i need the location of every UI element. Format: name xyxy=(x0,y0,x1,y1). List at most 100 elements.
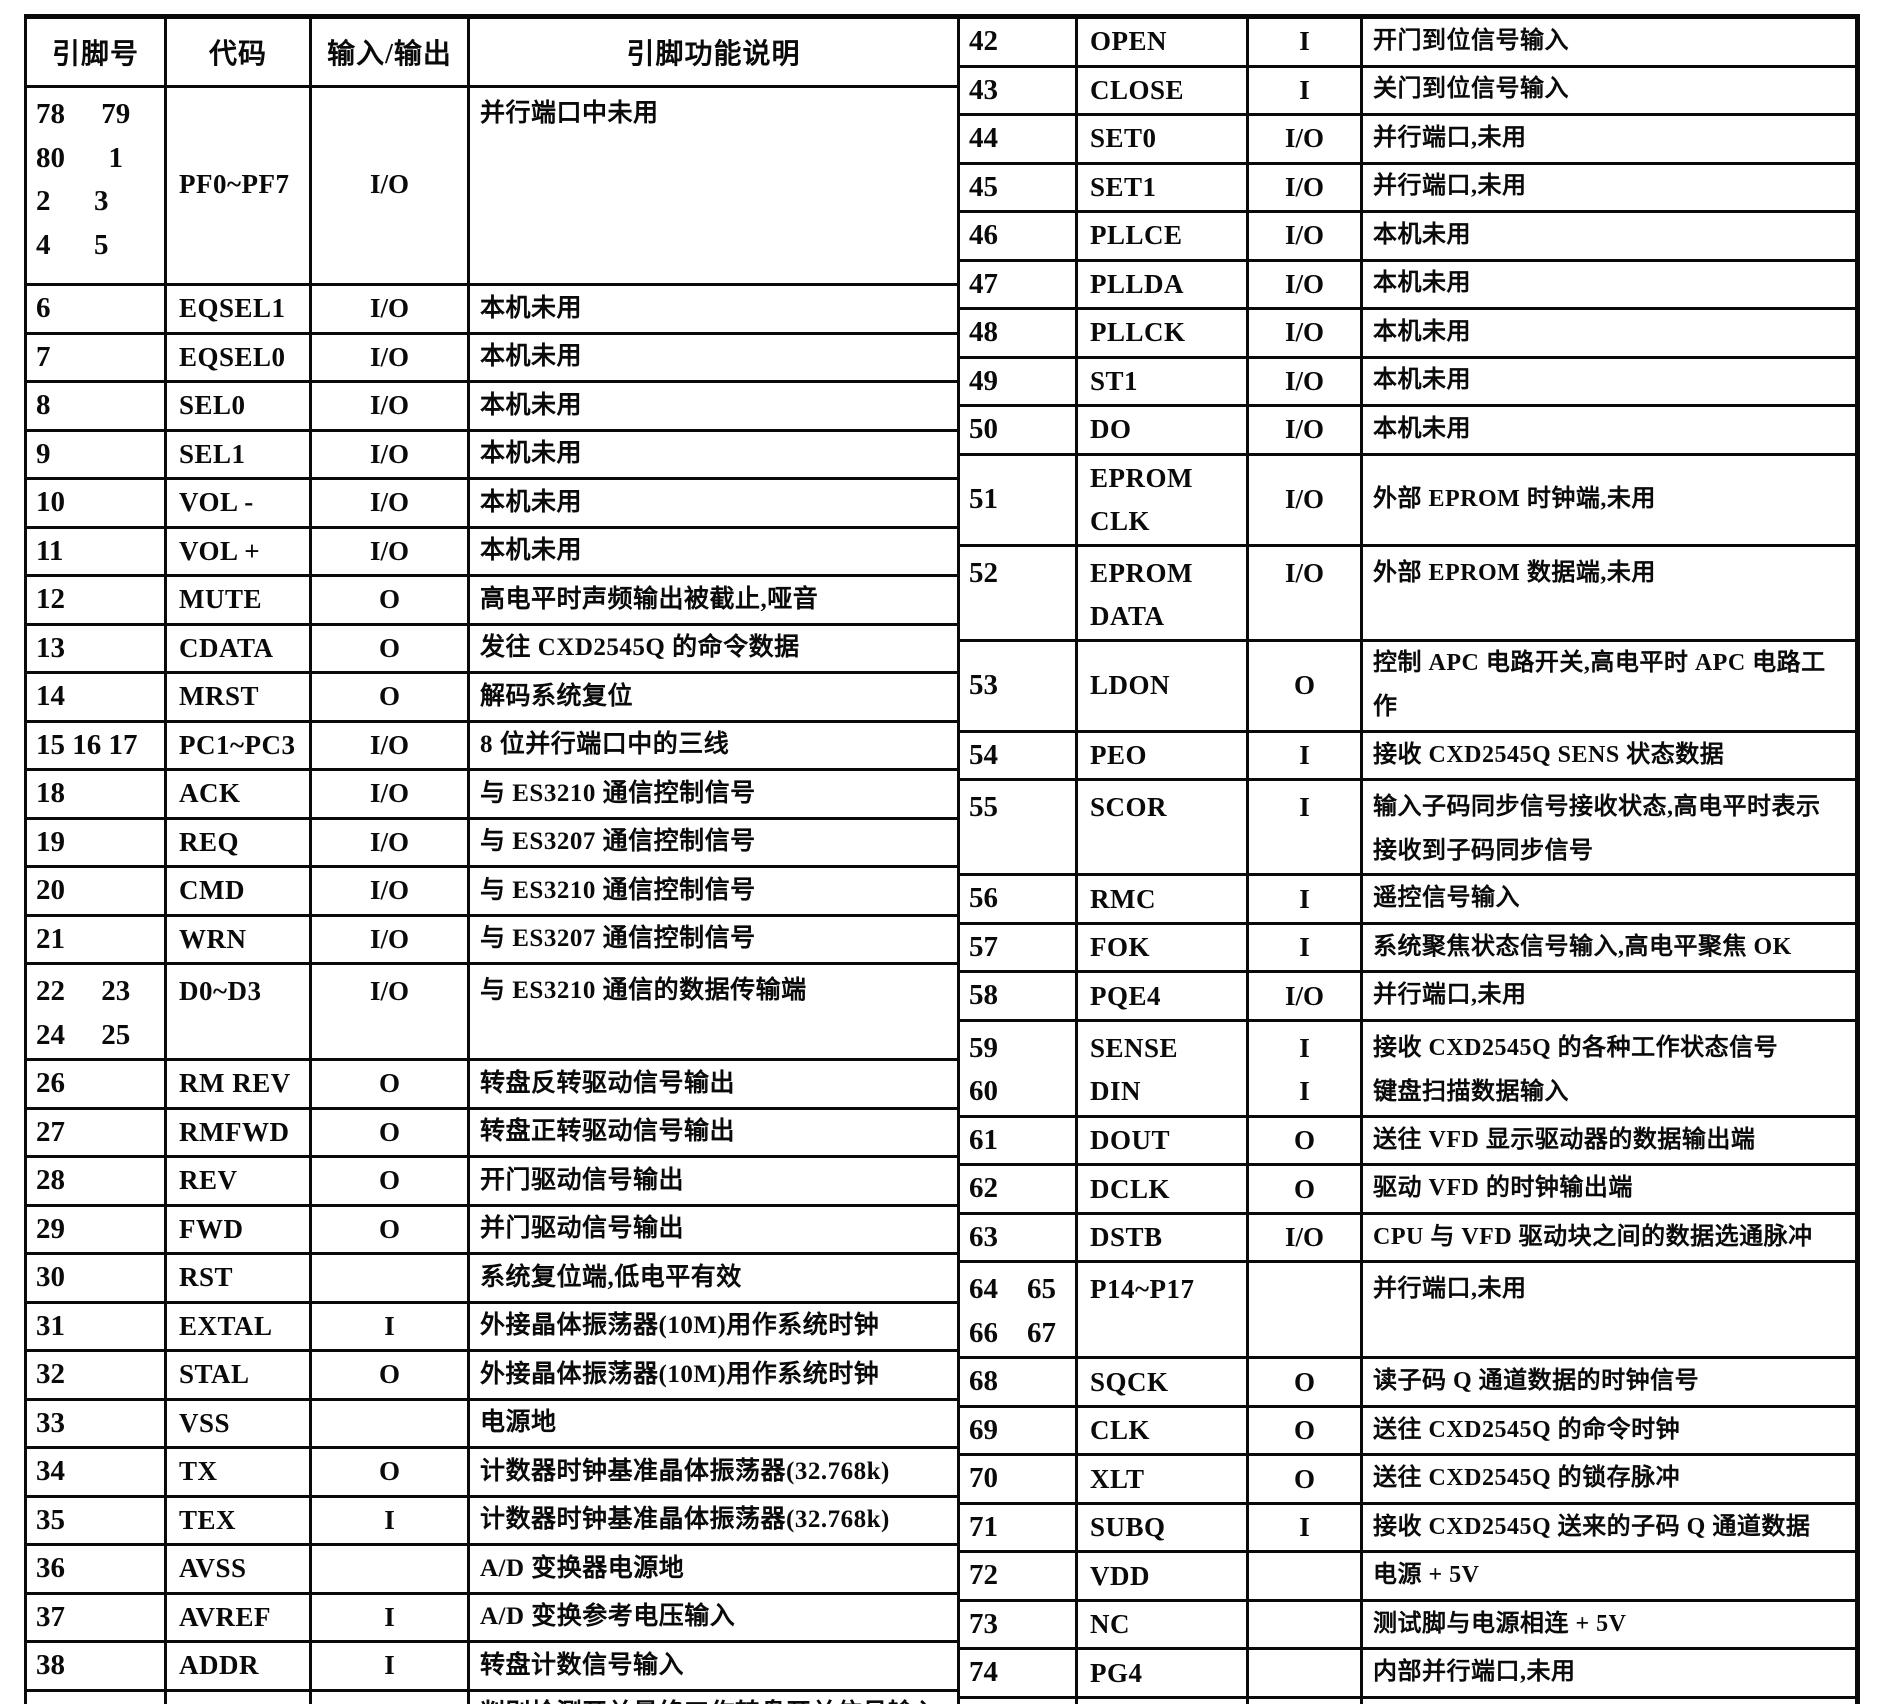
io-cell: I/O xyxy=(309,477,470,529)
desc-cell: 外接晶体振荡器(10M)用作系统时钟 xyxy=(467,1349,960,1401)
desc-cell: 与 ES3210 通信的数据传输端 xyxy=(467,962,960,1061)
io-cell: I I xyxy=(1246,1018,1363,1118)
code-cell: DOUT xyxy=(1075,1114,1249,1167)
desc-cell: 计数器时钟基准晶体振荡器(32.768k) xyxy=(467,1446,960,1498)
pin-cell: 71 xyxy=(957,1501,1078,1554)
io-cell: O xyxy=(1246,639,1363,733)
code-cell: PQE4 xyxy=(1075,970,1249,1022)
pin-table-left: 引脚号 代码 输入/输出 引脚功能说明 78 79 80 1 2 3 4 5 PF… xyxy=(24,14,960,1704)
io-cell: I/O xyxy=(1246,113,1363,165)
io-cell xyxy=(309,1252,470,1304)
table-row: 59 60 SENSE DIN I I 接收 CXD2545Q 的各种工作状态信号 键… xyxy=(957,1018,1860,1118)
table-row: 72 VDD 电源 + 5V xyxy=(957,1550,1860,1602)
table-row: 35 TEX I 计数器时钟基准晶体振荡器(32.768k) xyxy=(24,1494,960,1546)
table-row: 45 SET1 I/O 并行端口,未用 xyxy=(957,161,1860,213)
code-cell: RST xyxy=(164,1252,312,1304)
table-row: 14 MRST O 解码系统复位 xyxy=(24,671,960,723)
pin-cell: 20 xyxy=(24,865,167,917)
code-cell: SEL0 xyxy=(164,380,312,432)
pin-cell: 7 xyxy=(24,331,167,383)
desc-cell: 送往 CXD2545Q 的锁存脉冲 xyxy=(1360,1453,1860,1505)
code-cell: EPROM CLK xyxy=(1075,452,1249,547)
code-cell: MRST xyxy=(164,671,312,723)
io-cell: I/O xyxy=(309,283,470,335)
pin-cell: 15 16 17 xyxy=(24,719,167,771)
pin-cell: 10 xyxy=(24,477,167,529)
desc-cell: 并行端口,未用 xyxy=(1360,970,1860,1022)
table-row: 49 ST1 I/O 本机未用 xyxy=(957,355,1860,407)
code-cell: SET0 xyxy=(1075,113,1249,165)
io-cell: I xyxy=(309,1494,470,1546)
table-row: 10 VOL - I/O 本机未用 xyxy=(24,477,960,529)
io-cell: I/O xyxy=(309,428,470,480)
pin-cell: 69 xyxy=(957,1404,1078,1457)
desc-cell: 本机未用 xyxy=(467,525,960,577)
pin-cell: 28 xyxy=(24,1155,167,1207)
io-cell: I/O xyxy=(1246,307,1363,359)
code-cell: RMFWD xyxy=(164,1106,312,1158)
desc-cell: 送往 CXD2545Q 的命令时钟 xyxy=(1360,1404,1860,1457)
desc-cell: 转盘反转驱动信号输出 xyxy=(467,1058,960,1110)
code-cell: DCLK xyxy=(1075,1163,1249,1215)
code-cell: DO xyxy=(1075,404,1249,456)
table-row: 22 23 24 25 D0~D3 I/O 与 ES3210 通信的数据传输端 xyxy=(24,962,960,1061)
desc-cell: 接收 CXD2545Q 送来的子码 Q 通道数据 xyxy=(1360,1501,1860,1554)
code-cell: ST1 xyxy=(1075,355,1249,407)
io-cell: I/O xyxy=(1246,404,1363,456)
desc-cell: 送往 VFD 显示驱动器的数据输出端 xyxy=(1360,1114,1860,1167)
io-cell: O xyxy=(309,622,470,674)
table-row: 20 CMD I/O 与 ES3210 通信控制信号 xyxy=(24,865,960,917)
pin-cell: 21 xyxy=(24,913,167,965)
pin-cell: 53 xyxy=(957,639,1078,733)
table-row: 61 DOUT O 送往 VFD 显示驱动器的数据输出端 xyxy=(957,1114,1860,1167)
desc-cell: 系统聚焦状态信号输入,高电平聚焦 OK xyxy=(1360,921,1860,974)
code-cell: OPEN xyxy=(1075,14,1249,68)
io-cell: I/O xyxy=(1246,452,1363,547)
io-cell: O xyxy=(1246,1695,1363,1704)
pin-cell: 62 xyxy=(957,1163,1078,1215)
io-cell xyxy=(309,1543,470,1595)
io-cell: I/O xyxy=(1246,1211,1363,1264)
desc-cell: 判别检测开关最终工作转盘开关信号输入 xyxy=(467,1688,960,1704)
desc-cell: 并行端口,未用 xyxy=(1360,113,1860,165)
pin-cell: 59 60 xyxy=(957,1018,1078,1118)
io-cell: I/O xyxy=(1246,258,1363,310)
io-cell: I xyxy=(309,1591,470,1643)
io-cell xyxy=(1246,1550,1363,1602)
table-row: 54 PEO I 接收 CXD2545Q SENS 状态数据 xyxy=(957,729,1860,782)
code-cell: PF0~PF7 xyxy=(164,85,312,286)
pin-cell: 18 xyxy=(24,768,167,820)
io-cell: O xyxy=(1246,1404,1363,1457)
desc-cell: 本机未用 xyxy=(467,331,960,383)
io-cell: I xyxy=(309,1300,470,1352)
io-cell: I/O xyxy=(309,85,470,286)
code-cell: DSTB xyxy=(1075,1211,1249,1264)
col-header-io: 输入/输出 xyxy=(309,14,470,88)
pin-cell: 30 xyxy=(24,1252,167,1304)
table-row: 27 RMFWD O 转盘正转驱动信号输出 xyxy=(24,1106,960,1158)
table-row: 7 EQSEL0 I/O 本机未用 xyxy=(24,331,960,383)
pin-cell: 43 xyxy=(957,64,1078,116)
pin-cell: 50 xyxy=(957,404,1078,456)
desc-cell: 本机未用 xyxy=(1360,404,1860,456)
io-cell: O xyxy=(309,1106,470,1158)
table-row: 29 FWD O 并门驱动信号输出 xyxy=(24,1203,960,1255)
table-row: 21 WRN I/O 与 ES3207 通信控制信号 xyxy=(24,913,960,965)
code-cell: VOL - xyxy=(164,477,312,529)
pin-cell: 29 xyxy=(24,1203,167,1255)
io-cell: I/O xyxy=(309,816,470,868)
table-row: 63 DSTB I/O CPU 与 VFD 驱动块之间的数据选通脉冲 xyxy=(957,1211,1860,1264)
code-cell: P14~P17 xyxy=(1075,1260,1249,1360)
pin-cell: 54 xyxy=(957,729,1078,782)
io-cell: O xyxy=(1246,1356,1363,1408)
table-row: 11 VOL + I/O 本机未用 xyxy=(24,525,960,577)
code-cell: XLT xyxy=(1075,1453,1249,1505)
desc-cell: 计数器时钟基准晶体振荡器(32.768k) xyxy=(467,1494,960,1546)
pin-cell: 63 xyxy=(957,1211,1078,1264)
table-row: 30 RST 系统复位端,低电平有效 xyxy=(24,1252,960,1304)
desc-cell: 接收 CXD2545Q SENS 状态数据 xyxy=(1360,729,1860,782)
desc-cell: 读子码 Q 通道数据的时钟信号 xyxy=(1360,1356,1860,1408)
io-cell: I xyxy=(1246,1501,1363,1554)
io-cell: I/O xyxy=(309,719,470,771)
